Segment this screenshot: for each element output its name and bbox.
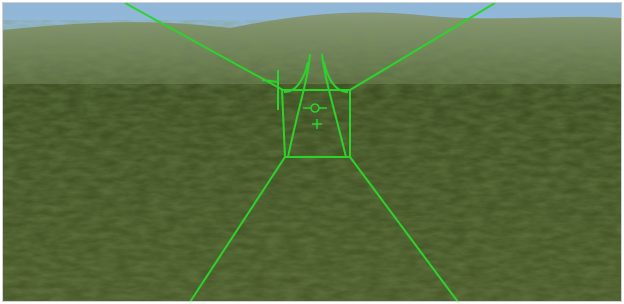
scene (3, 3, 621, 301)
terrain-texture (3, 20, 621, 301)
simulator-view (0, 0, 624, 304)
